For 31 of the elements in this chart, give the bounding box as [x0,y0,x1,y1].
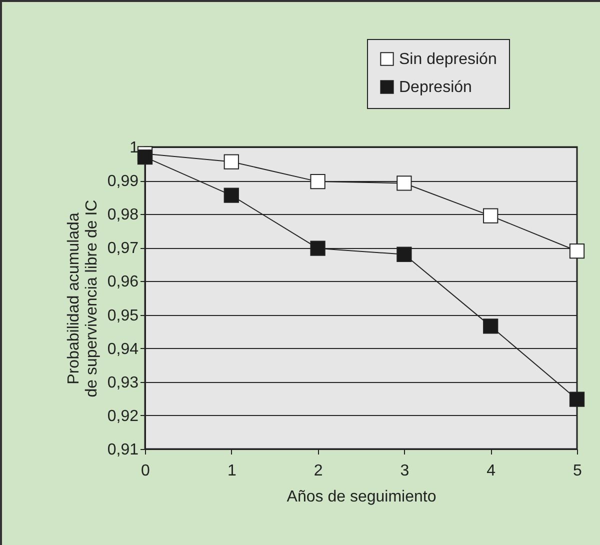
y-tick-label: 0,92 [107,408,139,425]
y-tick-label: 0,98 [107,206,139,224]
y-tick-label: 1 [130,140,139,156]
x-axis-title: Años de seguimiento [286,488,436,506]
y-tick-label: 0,96 [107,274,139,291]
x-tick-label: 3 [400,462,410,480]
y-tick-label: 0,93 [107,374,139,392]
point [483,318,498,334]
y-axis-title: Probabilidad acumulada de supervivencia libre de IC [65,200,100,398]
y-tick-label: 0,99 [107,173,139,190]
x-tick-label: 4 [486,462,496,480]
point [137,149,153,165]
x-tick-label: 1 [227,462,236,480]
point [396,246,412,262]
y-tick-label: 0,95 [107,307,139,324]
point [224,154,239,170]
point [569,392,585,407]
y-tick-label: 0,91 [107,442,139,458]
y-tick-label: 0,97 [107,240,139,258]
point [483,208,498,224]
point [310,240,326,256]
point [569,243,585,259]
x-tick-label: 2 [314,462,323,480]
legend-label: Depresión [399,79,472,96]
y-tick-label: 0,94 [107,340,139,358]
point [224,188,239,203]
point [396,176,412,191]
legend-label: Sin depresión [399,51,497,68]
x-tick-label: 5 [573,462,582,480]
point [310,174,326,190]
x-tick-label: 0 [141,462,150,480]
